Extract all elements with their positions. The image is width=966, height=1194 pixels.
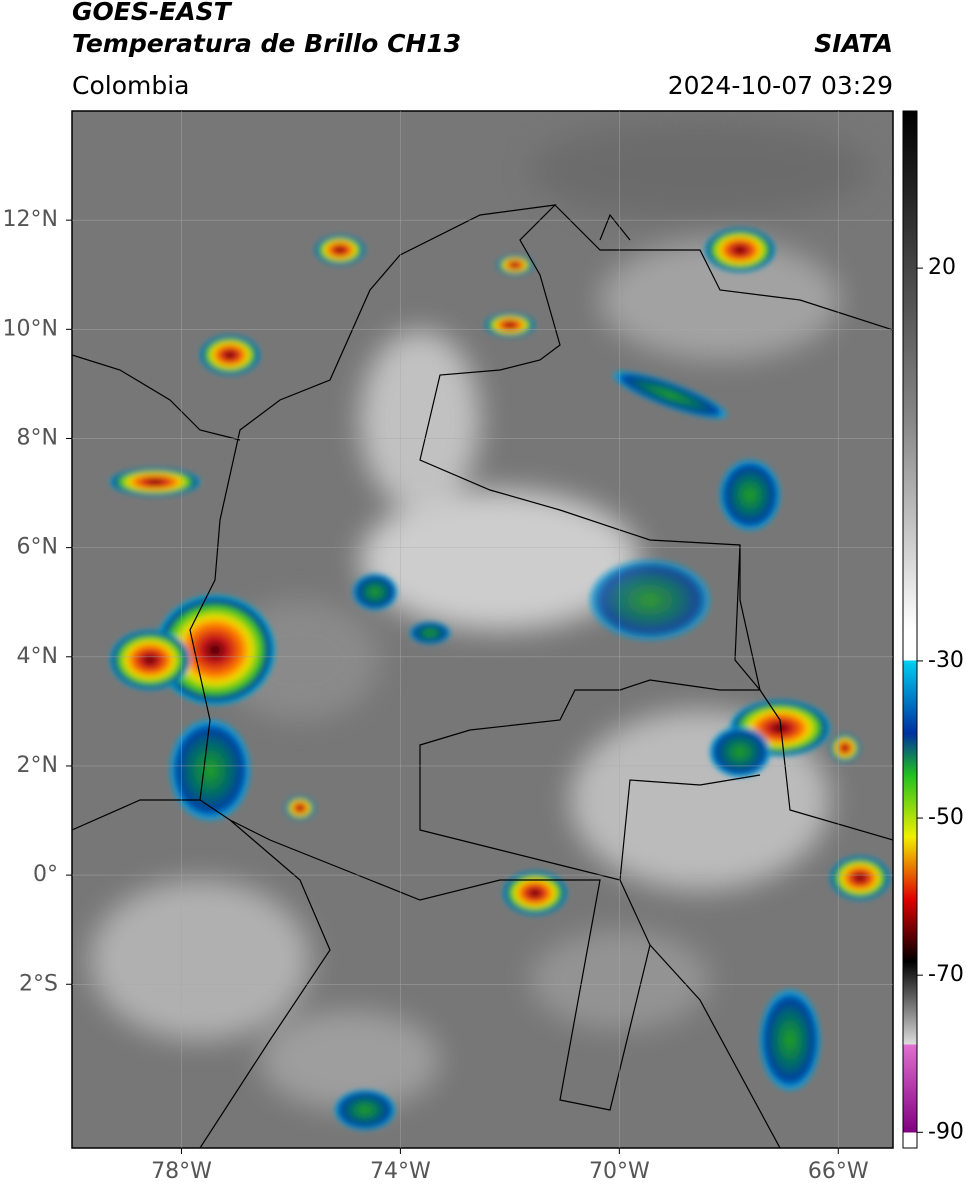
x-tick-label: 74°W [370,1159,431,1184]
y-tick-label: 2°S [19,971,58,996]
map-frame [71,110,894,1149]
y-tick-label: 12°N [3,207,58,232]
colorbar-tick-label: -50 [928,805,964,830]
x-tick-label: 70°W [589,1159,650,1184]
colorbar-tick-label: -70 [928,962,964,987]
region: Colombia [72,71,189,100]
y-tick-label: 8°N [17,425,58,450]
y-tick-label: 4°N [17,644,58,669]
colorbar [902,110,918,1149]
subtitle: Temperatura de Brillo CH13 [72,29,461,58]
satellite-image [72,111,893,1148]
colorbar-tick-label: -90 [928,1119,964,1144]
title: GOES-EAST [72,0,233,26]
borders [72,204,893,1148]
y-tick-label: 6°N [17,535,58,560]
colorbar-tick-label: -30 [928,648,964,673]
y-tick-label: 10°N [3,316,58,341]
colorbar-tick-label: 20 [928,255,956,280]
y-tick-label: 2°N [17,753,58,778]
x-tick-label: 78°W [151,1159,212,1184]
x-tick-label: 66°W [808,1159,869,1184]
y-tick-label: 0° [33,862,58,887]
source: SIATA [814,29,893,58]
datetime: 2024-10-07 03:29 [668,71,893,100]
grid [72,111,893,1148]
